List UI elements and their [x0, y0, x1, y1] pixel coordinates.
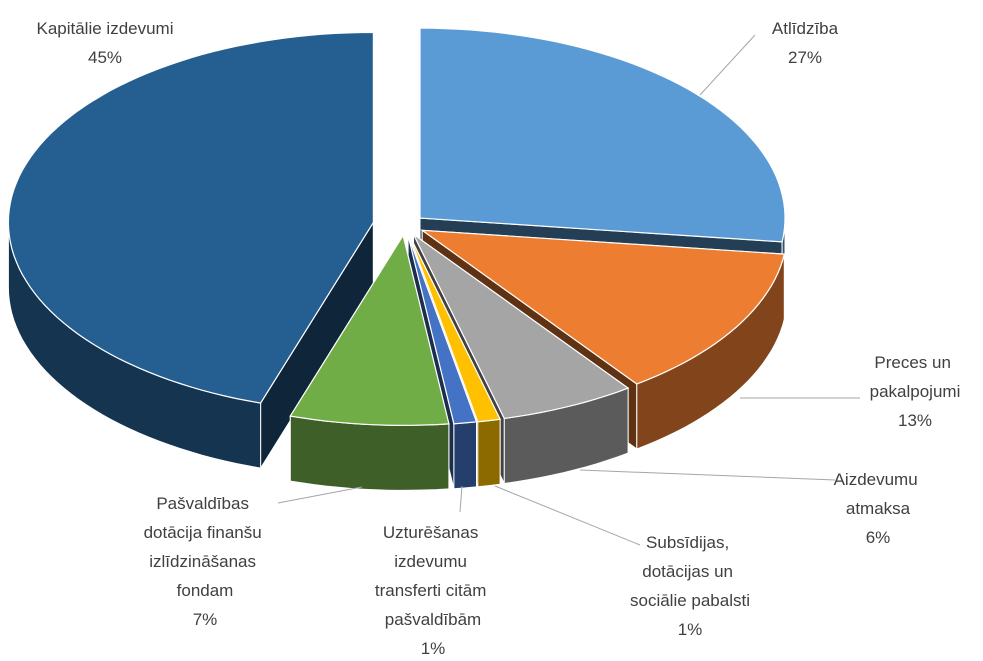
slice-label: Preces un pakalpojumi — [870, 353, 961, 401]
slice-wall — [289, 415, 450, 491]
slice-value-label: 6% — [866, 528, 891, 547]
label-line: Kapitālie izdevumi — [36, 19, 173, 38]
label-line: Subsīdijas, — [646, 533, 734, 552]
label-line: Atlīdzība — [772, 19, 839, 38]
label-line: Pašvaldības — [156, 494, 253, 513]
label-line: izdevumu — [394, 552, 471, 571]
slice — [289, 233, 450, 427]
label-line: izlīdzināšanas — [149, 552, 261, 571]
label-line: Uzturēšanas — [383, 523, 483, 542]
slice-value-label: 7% — [193, 610, 218, 629]
slice — [7, 31, 374, 404]
slice — [408, 234, 502, 423]
slice — [420, 229, 786, 385]
slice-wall — [453, 421, 477, 490]
slice-value-label: 1% — [678, 620, 703, 639]
slice-label: Pašvaldības dotācija finanšu izlīdzināša… — [144, 494, 267, 600]
slice-value-label: 45% — [88, 48, 122, 67]
slice-label: Atlīdzība — [772, 19, 839, 38]
leader-line — [494, 485, 641, 546]
label-line: sociālie pabalsti — [630, 591, 750, 610]
slice-wall — [477, 418, 501, 488]
label-line: Preces un — [874, 353, 955, 372]
slice-label: Aizdevumu atmaksa — [834, 470, 923, 518]
slice — [419, 27, 786, 243]
label-line: fondam — [177, 581, 234, 600]
label-line: dotācijas un — [642, 562, 737, 581]
slice — [407, 235, 478, 425]
label-line: pakalpojumi — [870, 382, 961, 401]
leader-line — [579, 469, 836, 481]
slice — [412, 233, 630, 420]
slice-label: Kapitālie izdevumi — [36, 19, 173, 38]
label-line: Aizdevumu — [834, 470, 923, 489]
slice-value-label: 27% — [788, 48, 822, 67]
label-line: transferti citām — [375, 581, 491, 600]
slice-label: Uzturēšanas izdevumu transferti citām pa… — [375, 523, 491, 629]
slice-value-label: 1% — [421, 639, 446, 658]
leader-line — [699, 34, 756, 96]
label-line: dotācija finanšu — [144, 523, 267, 542]
label-line: atmaksa — [846, 499, 911, 518]
slice-value-label: 13% — [898, 411, 932, 430]
label-line: pašvaldībām — [385, 610, 481, 629]
leader-line — [277, 486, 363, 504]
slice-label: Subsīdijas, dotācijas un sociālie pabals… — [630, 533, 750, 610]
leader-line — [459, 485, 463, 513]
